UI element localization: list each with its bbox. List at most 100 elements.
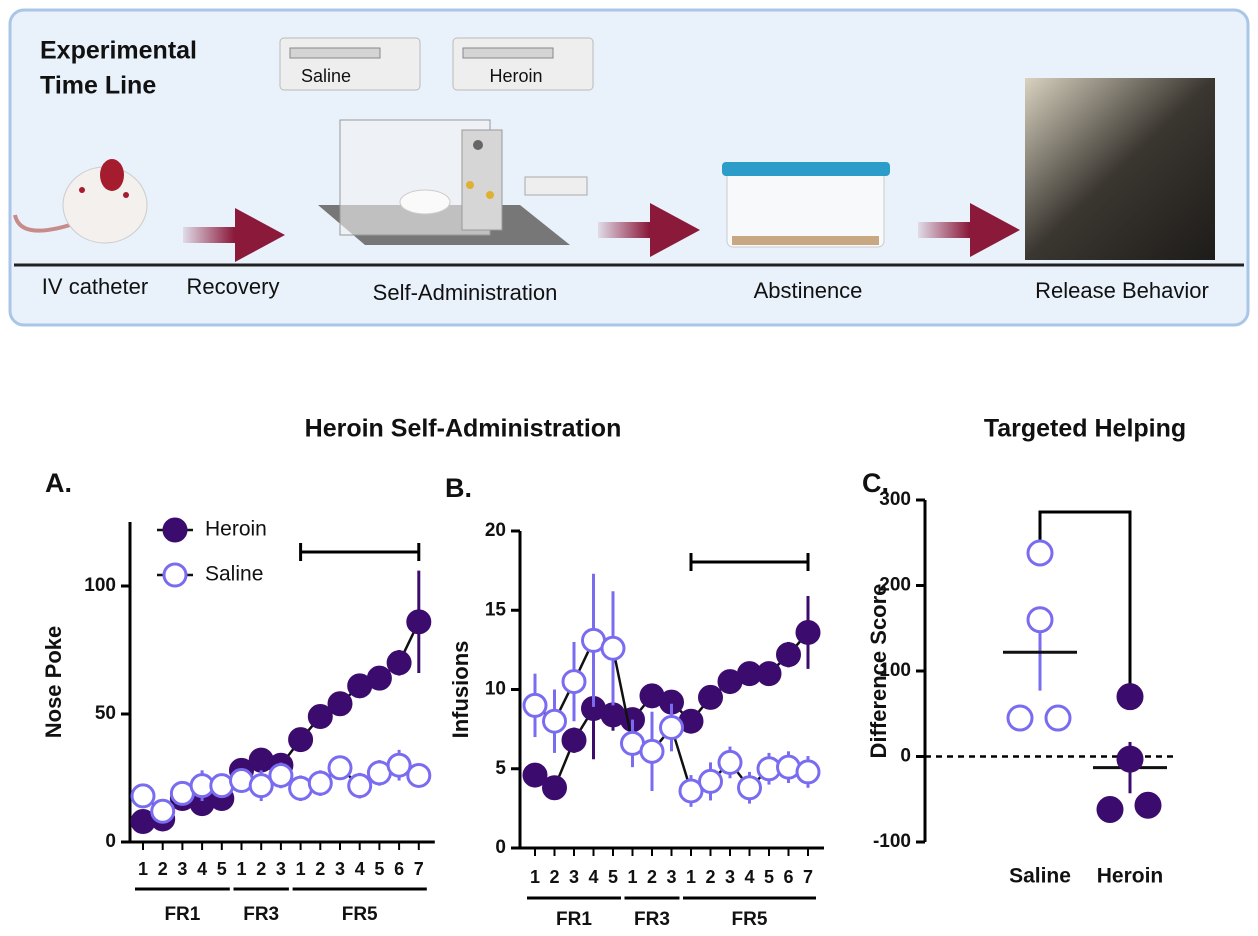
group-label: FR5 — [342, 904, 378, 925]
y-tick-label: 0 — [495, 837, 506, 858]
data-point — [561, 669, 587, 695]
panel-letter: A. — [45, 468, 72, 498]
group-label: FR1 — [164, 904, 200, 925]
x-tick-label: 1 — [686, 867, 696, 887]
data-point — [542, 708, 567, 734]
syringe-label: Saline — [301, 66, 351, 86]
data-point — [561, 727, 587, 753]
x-tick-label: 5 — [374, 859, 384, 879]
data-point — [386, 752, 412, 778]
data-point — [795, 759, 821, 785]
y-tick-label: -100 — [873, 831, 911, 852]
data-point — [639, 738, 665, 764]
stage-label: Self-Administration — [373, 280, 558, 305]
y-tick-label: 10 — [485, 679, 506, 700]
y-tick-label: 0 — [105, 831, 116, 852]
x-tick-label: 6 — [394, 859, 404, 879]
stage-label: Abstinence — [754, 278, 863, 303]
group-label: FR5 — [732, 909, 768, 930]
data-point — [737, 775, 762, 801]
data-point — [1134, 791, 1162, 819]
x-tick-label: 3 — [177, 859, 187, 879]
data-point — [600, 635, 626, 661]
x-tick-label: 3 — [725, 867, 735, 887]
y-tick-label: 50 — [95, 703, 116, 724]
data-point — [150, 798, 176, 824]
y-tick-label: 15 — [485, 599, 507, 620]
x-tick-label: 3 — [666, 867, 676, 887]
x-tick-label: 2 — [705, 867, 715, 887]
group-label: FR3 — [634, 909, 670, 930]
y-tick-label: 100 — [84, 575, 116, 596]
x-tick-label: 4 — [744, 867, 754, 887]
x-tick-label: 1 — [296, 859, 306, 879]
x-tick-label: Heroin — [1097, 865, 1164, 888]
section-title: Heroin Self-Administration — [305, 415, 622, 443]
x-tick-label: 5 — [217, 859, 227, 879]
x-tick-label: 4 — [197, 859, 207, 879]
data-point — [366, 665, 392, 691]
data-point — [1026, 606, 1054, 634]
x-tick-label: 5 — [608, 867, 618, 887]
x-tick-label: 3 — [335, 859, 345, 879]
data-point — [698, 684, 723, 710]
legend-marker — [162, 562, 188, 588]
y-axis-label: Nose Poke — [41, 626, 66, 739]
x-tick-label: 2 — [647, 867, 657, 887]
data-point — [659, 715, 684, 741]
data-point — [307, 704, 333, 730]
x-tick-label: 2 — [256, 859, 266, 879]
timeline-title: Experimental — [40, 37, 197, 65]
data-point — [717, 749, 743, 775]
panel-letter: C. — [862, 468, 889, 498]
y-axis-label: Infusions — [448, 641, 473, 739]
y-tick-label: 5 — [495, 758, 506, 779]
data-point — [756, 661, 782, 687]
data-point — [522, 692, 548, 718]
stage-label: Recovery — [187, 274, 280, 299]
data-point — [327, 691, 353, 717]
data-point — [1026, 539, 1054, 567]
x-tick-label: 7 — [414, 859, 424, 879]
y-tick-label: 200 — [879, 575, 911, 596]
section-title: Targeted Helping — [984, 415, 1186, 443]
syringe-pump — [279, 37, 594, 91]
x-tick-label: 6 — [783, 867, 793, 887]
y-tick-label: 300 — [879, 489, 911, 510]
y-tick-label: 100 — [879, 660, 911, 681]
home-cage — [722, 162, 890, 248]
x-tick-label: 3 — [569, 867, 579, 887]
legend-marker — [162, 517, 188, 543]
data-point — [307, 770, 333, 796]
legend-label: Heroin — [205, 518, 267, 541]
x-tick-label: 2 — [158, 859, 168, 879]
data-point — [1006, 704, 1034, 732]
arrow — [183, 203, 1020, 262]
group-label: FR1 — [556, 909, 592, 930]
x-tick-label: 4 — [588, 867, 598, 887]
release-photo — [1025, 78, 1215, 260]
x-tick-label: 4 — [355, 859, 365, 879]
x-tick-label: 1 — [236, 859, 246, 879]
x-tick-label: 1 — [138, 859, 148, 879]
data-point — [386, 650, 412, 676]
significance-bracket — [689, 553, 810, 571]
x-tick-label: 3 — [276, 859, 286, 879]
significance-bracket — [299, 543, 421, 561]
y-tick-label: 20 — [485, 520, 506, 541]
data-point — [1044, 704, 1072, 732]
panel-letter: B. — [445, 473, 472, 503]
stage-label: IV catheter — [42, 274, 148, 299]
significance-bracket — [1038, 510, 1132, 690]
x-tick-label: 7 — [803, 867, 813, 887]
data-point — [406, 609, 432, 635]
data-point — [406, 762, 432, 788]
data-point — [522, 762, 548, 788]
timeline-title: Time Line — [40, 72, 156, 100]
data-point — [268, 762, 294, 788]
y-tick-label: 0 — [900, 746, 911, 767]
group-label: FR3 — [243, 904, 279, 925]
data-point — [1116, 683, 1144, 711]
x-tick-label: 5 — [764, 867, 774, 887]
